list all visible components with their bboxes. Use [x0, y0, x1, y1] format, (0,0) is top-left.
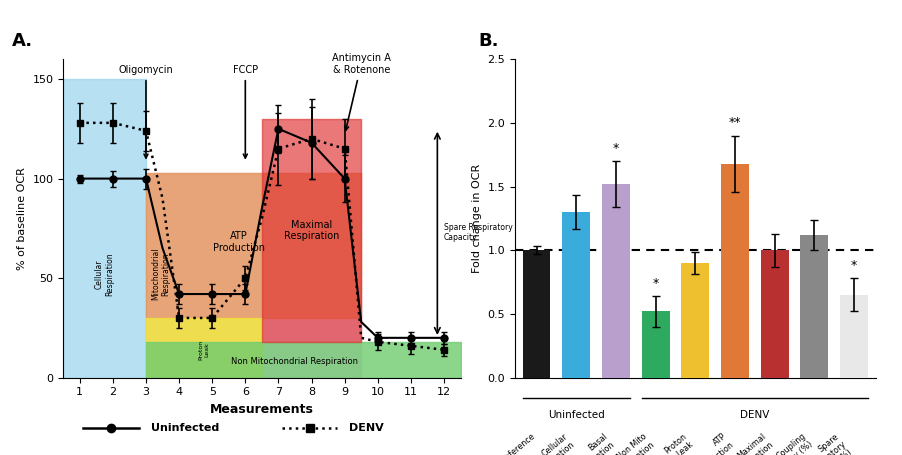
Text: **: **: [728, 116, 741, 129]
Text: *: *: [612, 142, 619, 155]
Text: Maximal
Respiration: Maximal Respiration: [283, 220, 339, 241]
Text: Proton
Leak: Proton Leak: [198, 339, 209, 360]
Bar: [641, 311, 668, 378]
Text: Spare
Respiratory
Capacity (%): Spare Respiratory Capacity (%): [795, 432, 853, 455]
Text: A.: A.: [12, 32, 32, 51]
Text: *: *: [652, 277, 658, 290]
Text: Uninfected: Uninfected: [548, 410, 604, 420]
Bar: [522, 250, 550, 378]
Text: B.: B.: [478, 32, 499, 51]
Y-axis label: % of baseline OCR: % of baseline OCR: [17, 167, 27, 270]
Text: Basal
Respiration: Basal Respiration: [568, 432, 615, 455]
X-axis label: Measurements: Measurements: [209, 403, 314, 416]
Text: Reference: Reference: [499, 432, 536, 455]
Text: Spare Respiratory
Capacity: Spare Respiratory Capacity: [444, 222, 512, 242]
Text: Non Mitochondrial Respiration: Non Mitochondrial Respiration: [231, 357, 358, 366]
Text: Uninfected: Uninfected: [151, 423, 218, 433]
Text: Mitochondrial
Respiration: Mitochondrial Respiration: [151, 248, 170, 300]
Text: Coupling
Efficiency (%): Coupling Efficiency (%): [759, 432, 814, 455]
Text: Maximal
Respiration: Maximal Respiration: [727, 432, 774, 455]
Y-axis label: Fold change in OCR: Fold change in OCR: [471, 164, 481, 273]
Bar: [799, 235, 827, 378]
Text: *: *: [850, 259, 856, 272]
Bar: [839, 295, 867, 378]
Text: Non Mito
Respiration: Non Mito Respiration: [608, 432, 655, 455]
Bar: [562, 212, 590, 378]
Bar: [760, 250, 787, 378]
Bar: [602, 184, 629, 378]
Bar: [681, 263, 708, 378]
Text: Cellular
Respiration: Cellular Respiration: [529, 432, 575, 455]
Text: Antimycin A
& Rotenone: Antimycin A & Rotenone: [331, 54, 391, 130]
Bar: [721, 164, 748, 378]
Text: Oligomycin: Oligomycin: [118, 65, 173, 158]
Text: ATP
Production: ATP Production: [689, 432, 734, 455]
Text: Cellular
Respiration: Cellular Respiration: [95, 253, 115, 296]
Text: Proton
Leak: Proton Leak: [662, 432, 695, 455]
Text: ATP
Production: ATP Production: [213, 232, 264, 253]
Text: DENV: DENV: [349, 423, 383, 433]
Text: FCCP: FCCP: [233, 65, 258, 158]
Text: DENV: DENV: [740, 410, 769, 420]
